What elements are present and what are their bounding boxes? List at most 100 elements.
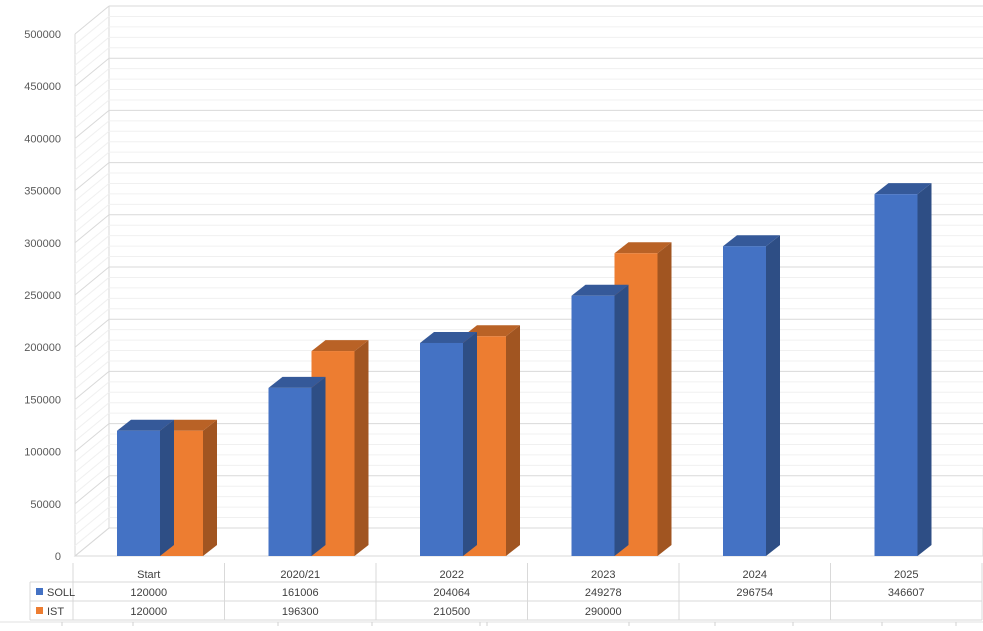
bar-top [268,376,326,388]
minor-gridline [74,183,110,212]
major-gridline [74,318,110,348]
minor-gridline [74,381,110,411]
table-cell-value: 249278 [585,587,622,599]
x-category-label: 2024 [743,569,767,581]
y-tick-label: 300000 [24,238,61,250]
minor-gridline [74,141,110,171]
minor-gridline [74,496,110,526]
minor-gridline [74,339,110,369]
minor-gridline [74,193,110,223]
bar [571,284,629,556]
major-gridline [74,527,110,557]
bar [160,419,217,556]
major-gridline [74,5,110,35]
y-tick-label: 50000 [30,499,61,511]
bar-top [463,325,520,337]
table-cell-value: 120000 [130,587,167,599]
bar [117,419,174,556]
x-category-label: 2020/21 [280,569,320,581]
bars [117,183,932,557]
bar [874,183,932,557]
bar-side [311,376,326,556]
minor-gridline [74,277,110,306]
minor-gridline [74,256,110,285]
data-table: Start 2020/21 2022 2023 2024 2025 SOLL 120000 16… [0,563,983,626]
bar-side [766,235,780,556]
y-axis: 0 50000 100000 150000 200000 250000 300000 3500… [24,29,61,563]
table-cell-value: 346607 [888,587,925,599]
y-tick-label: 0 [55,551,61,563]
y-tick-label: 150000 [24,394,61,406]
table-cell-value: 290000 [585,606,622,618]
major-gridline [74,110,110,139]
y-tick-label: 200000 [24,342,61,354]
y-tick-label: 450000 [24,81,61,93]
minor-gridline [74,235,110,265]
minor-gridline [74,151,110,181]
minor-gridline [74,26,110,56]
minor-gridline [74,433,110,463]
bar-top [160,419,217,431]
bar-front [268,387,312,556]
table-cell-value: 196300 [282,606,319,618]
major-gridline [74,214,110,244]
gridlines [74,5,983,557]
legend-key [36,607,43,614]
bar-front [117,430,160,556]
bar [420,331,477,556]
minor-gridline [74,297,110,327]
minor-gridline [74,224,110,254]
y-tick-label: 500000 [24,29,61,41]
x-category-label: 2023 [591,569,615,581]
bar [723,235,780,556]
bar-front [571,295,615,556]
major-gridline [74,371,110,400]
bar-side [203,419,217,556]
bar-side [354,340,369,556]
minor-gridline [74,130,110,160]
y-tick-label: 100000 [24,447,61,459]
major-gridline [74,475,110,505]
x-category-label: 2022 [440,569,464,581]
minor-gridline [74,517,110,546]
minor-gridline [74,245,110,275]
legend-label: IST [47,606,64,618]
minor-gridline [74,360,110,390]
minor-gridline [74,99,110,129]
minor-gridline [74,68,110,98]
minor-gridline [74,454,110,484]
minor-gridline [74,78,110,108]
bar-side [614,284,629,556]
minor-gridline [74,444,110,473]
bar-top [614,242,672,254]
bar-top [571,284,629,296]
minor-gridline [74,329,110,359]
table-cell-value: 120000 [130,606,167,618]
bar-side [657,242,672,557]
major-gridline [74,57,110,87]
minor-gridline [74,172,110,202]
bar-side [917,183,932,557]
table-cell-value: 210500 [433,606,470,618]
minor-gridline [74,391,110,421]
legend-label: SOLL [47,587,75,599]
y-tick-label: 350000 [24,186,61,198]
bar-side [506,325,520,556]
bar-side [463,331,477,556]
minor-gridline [74,89,110,118]
legend-key [36,588,43,595]
bar-top [420,331,477,343]
table-cell-value: 204064 [433,587,470,599]
table-cell-value: 296754 [736,587,773,599]
minor-gridline [74,203,110,233]
minor-gridline [74,506,110,536]
bar-top [723,235,780,247]
bar-top [311,340,369,352]
x-category-label: 2025 [894,569,918,581]
bar [268,376,326,556]
y-tick-label: 400000 [24,133,61,145]
bar-top [874,183,932,195]
minor-gridline [74,464,110,494]
minor-gridline [74,16,110,45]
